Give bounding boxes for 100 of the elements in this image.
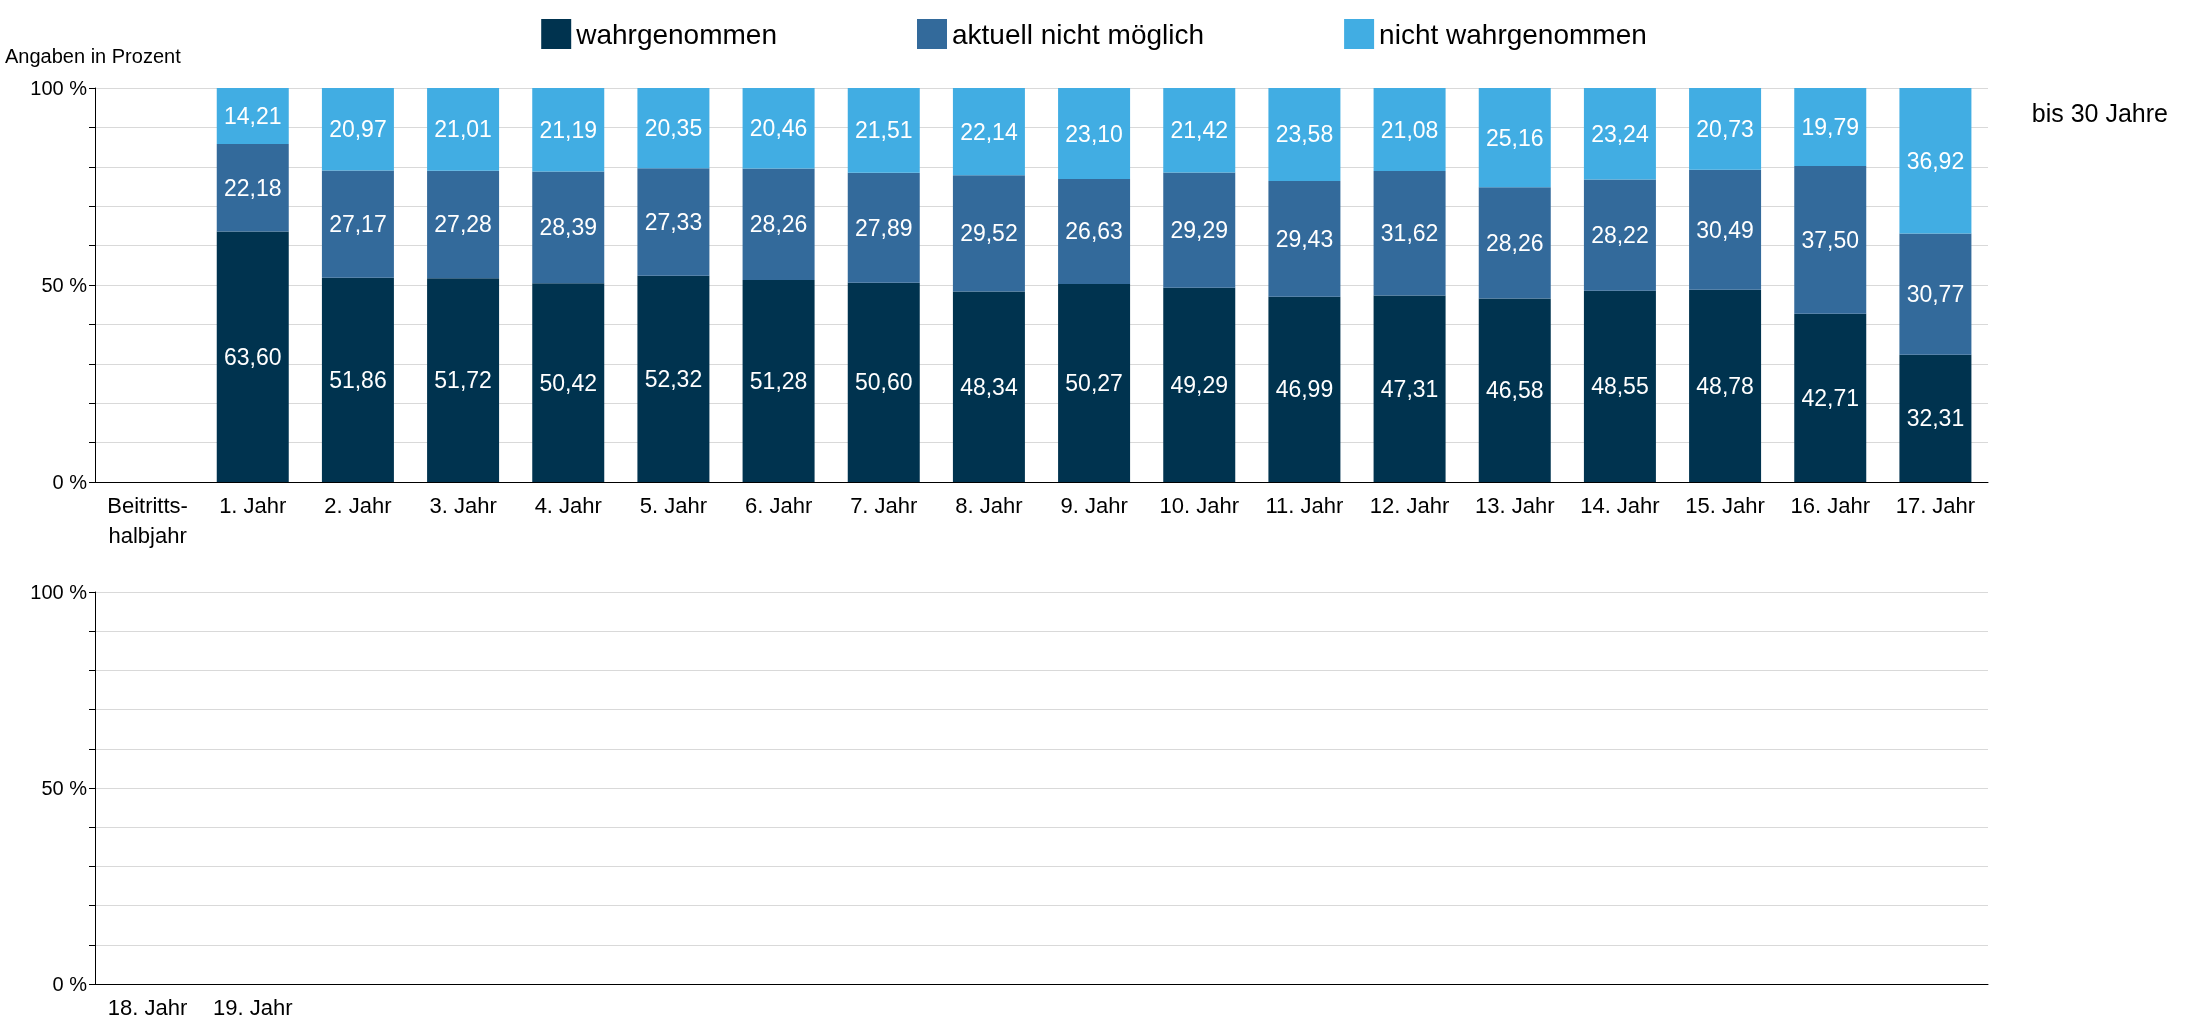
data-label: 50,42 — [539, 369, 598, 396]
x-tick-label: 13. Jahr — [1475, 492, 1555, 518]
bar — [847, 172, 920, 283]
bar — [1163, 88, 1236, 173]
bar — [952, 291, 1025, 482]
data-label: 20,97 — [329, 116, 387, 143]
data-label: 14,21 — [223, 103, 282, 130]
data-label: 48,55 — [1591, 373, 1649, 400]
data-label: 21,08 — [1380, 116, 1439, 143]
bar — [637, 275, 710, 482]
data-label: 49,29 — [1170, 371, 1229, 398]
data-label: 51,28 — [749, 367, 808, 394]
data-label: 23,24 — [1591, 120, 1649, 147]
x-tick-label: 7. Jahr — [850, 492, 918, 518]
data-label: 51,86 — [329, 366, 387, 393]
bar — [1899, 354, 1972, 482]
data-label: 28,26 — [749, 211, 808, 238]
bar — [321, 277, 394, 482]
bar — [532, 171, 605, 284]
data-label: 27,89 — [854, 214, 913, 241]
bar — [321, 88, 394, 171]
data-label: 51,72 — [434, 367, 492, 394]
bar — [427, 170, 500, 279]
bar — [1163, 287, 1236, 482]
bar — [1268, 296, 1341, 482]
data-label: 28,39 — [539, 214, 598, 241]
x-tick-label: 15. Jahr — [1685, 492, 1765, 518]
bar — [1268, 88, 1341, 181]
bar — [847, 88, 920, 173]
bar — [637, 88, 710, 169]
bar — [532, 283, 605, 482]
x-tick-label: 18. Jahr — [107, 994, 188, 1020]
data-label: 47,31 — [1380, 375, 1439, 402]
data-label: 63,60 — [223, 343, 282, 370]
data-label: 27,17 — [329, 211, 387, 238]
data-label: 42,71 — [1801, 384, 1860, 411]
bar — [1794, 88, 1867, 166]
data-label: 23,58 — [1275, 121, 1334, 148]
x-tick-label: 16. Jahr — [1790, 492, 1870, 518]
data-label: 25,16 — [1485, 124, 1544, 151]
data-label: 21,01 — [434, 116, 492, 143]
legend-label: nicht wahrgenommen — [1379, 18, 1647, 50]
bar — [952, 175, 1025, 292]
data-label: 50,27 — [1065, 369, 1123, 396]
x-tick-label: 14. Jahr — [1580, 492, 1660, 518]
data-label: 27,28 — [434, 211, 492, 238]
bar — [1583, 88, 1656, 180]
data-label: 36,92 — [1906, 147, 1965, 174]
y-tick-label: 50 % — [41, 777, 88, 799]
x-tick-label: 4. Jahr — [534, 492, 602, 518]
data-label: 28,22 — [1591, 222, 1649, 249]
x-tick-label: 5. Jahr — [639, 492, 708, 518]
bar — [1058, 88, 1131, 180]
bar — [427, 88, 500, 171]
data-label: 28,26 — [1485, 229, 1544, 256]
bar — [1899, 88, 1972, 234]
data-label: 19,79 — [1801, 113, 1860, 140]
bar — [637, 168, 710, 276]
data-label: 48,34 — [960, 373, 1018, 400]
bar — [216, 231, 289, 482]
bar — [1794, 313, 1867, 482]
data-label: 29,43 — [1275, 225, 1334, 252]
data-label: 30,49 — [1696, 216, 1754, 243]
data-label: 29,52 — [960, 220, 1018, 247]
bar — [847, 282, 920, 482]
bar — [1373, 295, 1446, 482]
bar — [427, 278, 500, 482]
legend-label: wahrgenommen — [575, 18, 777, 50]
bar — [1689, 289, 1762, 482]
x-tick-label: 9. Jahr — [1060, 492, 1128, 518]
y-tick-label: 50 % — [41, 274, 88, 296]
data-label: 21,19 — [539, 116, 598, 143]
data-label: 22,18 — [223, 174, 282, 201]
bar — [1899, 233, 1972, 355]
y-tick-label: 0 % — [52, 471, 88, 493]
x-tick-label: 8. Jahr — [955, 492, 1023, 518]
bar — [742, 88, 815, 169]
data-label: 46,58 — [1485, 377, 1544, 404]
bar — [1478, 187, 1551, 299]
y-axis-title: Angaben in Prozent — [5, 45, 182, 67]
data-label: 22,14 — [960, 118, 1018, 145]
data-label: 46,99 — [1275, 376, 1334, 403]
x-tick-label: Beitritts- halbjahr — [107, 492, 188, 548]
bar — [1583, 179, 1656, 291]
x-tick-label: 2. Jahr — [324, 492, 392, 518]
data-label: 52,32 — [644, 365, 703, 392]
bar — [1163, 172, 1236, 288]
data-label: 37,50 — [1801, 226, 1860, 253]
data-label: 21,42 — [1170, 117, 1229, 144]
bar — [532, 88, 605, 172]
y-tick-label: 100 % — [30, 77, 88, 99]
bar — [742, 279, 815, 482]
bar — [216, 88, 289, 145]
bar — [321, 170, 394, 278]
data-label: 20,46 — [749, 115, 808, 142]
text: bis 30 Jahre — [2031, 98, 2169, 127]
x-tick-label: 11. Jahr — [1265, 492, 1344, 518]
data-label: 21,51 — [854, 117, 913, 144]
x-tick-label: 6. Jahr — [744, 492, 813, 518]
data-label: 50,60 — [854, 369, 913, 396]
